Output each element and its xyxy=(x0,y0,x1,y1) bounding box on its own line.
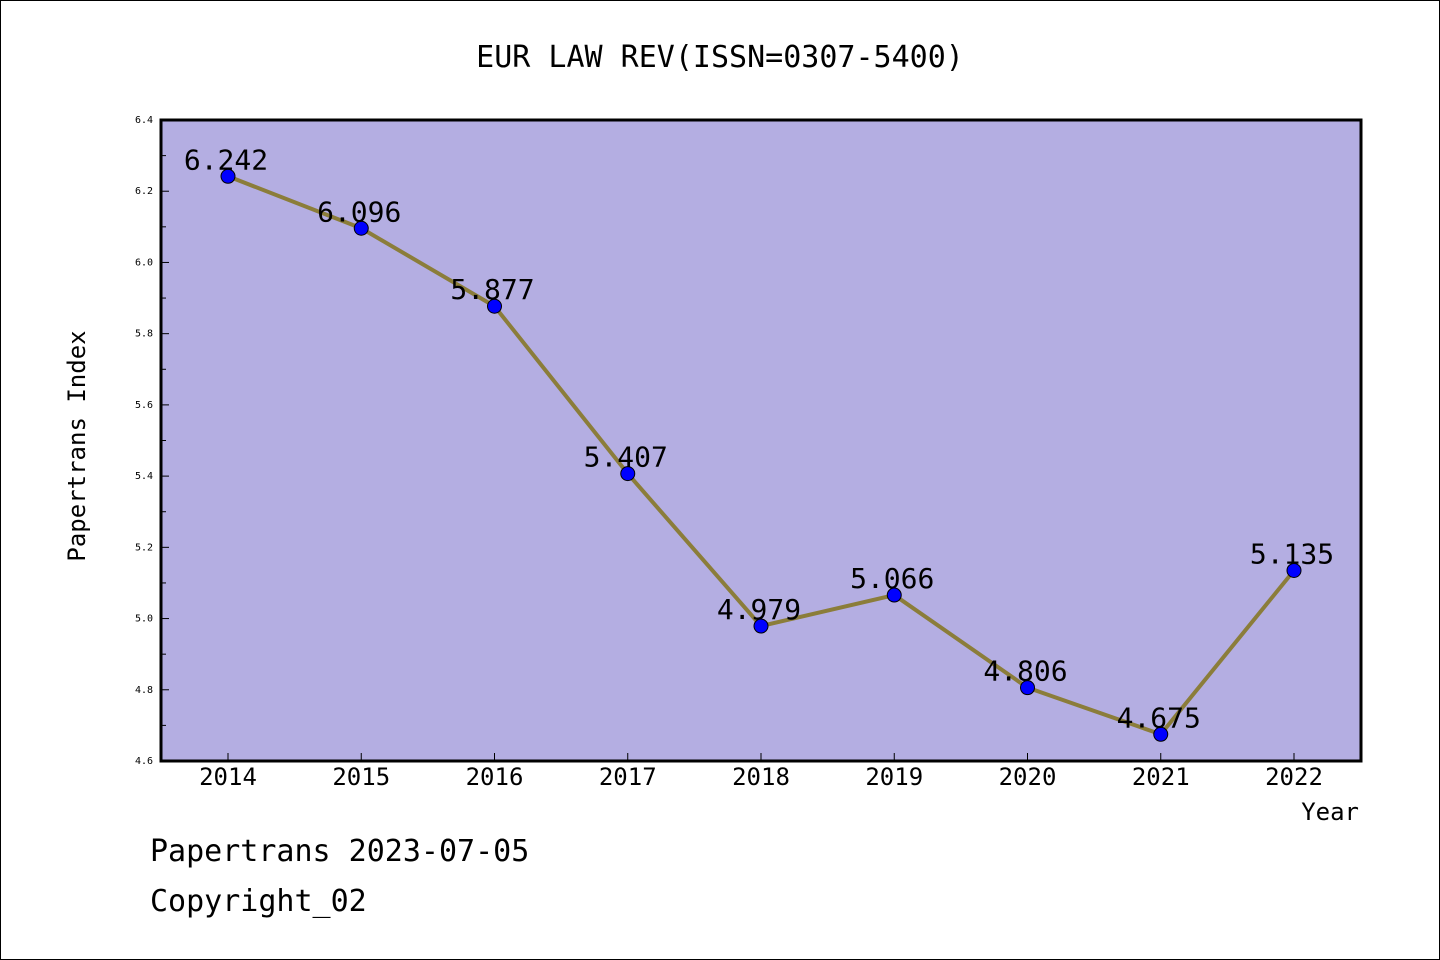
data-label: 5.135 xyxy=(1250,537,1334,570)
data-point xyxy=(620,466,636,482)
chart-title: EUR LAW REV(ISSN=0307-5400) xyxy=(476,40,964,75)
y-tick-label: 6.2 xyxy=(135,186,153,197)
x-tick-label: 2022 xyxy=(1265,763,1323,791)
data-label: 6.242 xyxy=(184,143,268,176)
footer-copyright: Copyright_02 xyxy=(150,884,367,919)
y-axis-label: Papertrans Index xyxy=(63,330,91,561)
x-tick-label: 2020 xyxy=(999,763,1057,791)
y-tick-label: 4.6 xyxy=(135,756,153,767)
x-tick-label: 2017 xyxy=(599,763,657,791)
y-tick-label: 4.8 xyxy=(135,685,153,696)
data-label: 6.096 xyxy=(317,195,401,228)
x-tick-label: 2018 xyxy=(732,763,790,791)
x-tick-label: 2021 xyxy=(1132,763,1190,791)
data-point xyxy=(220,168,236,184)
data-label: 4.979 xyxy=(717,593,801,626)
data-label: 5.066 xyxy=(850,562,934,595)
y-axis: 4.6 4.8 5.0 5.2 5.4 5.6 5.8 6.0 6.2 6.4 xyxy=(135,115,169,767)
y-tick-label: 5.0 xyxy=(135,614,153,625)
footer-date: Papertrans 2023-07-05 xyxy=(150,834,530,869)
x-axis-label: Year xyxy=(1301,798,1359,826)
y-tick-label: 5.4 xyxy=(135,471,153,482)
data-label: 5.407 xyxy=(584,441,668,474)
y-tick-label: 5.2 xyxy=(135,542,153,553)
data-point xyxy=(753,618,769,634)
data-label: 5.877 xyxy=(450,273,534,306)
data-point xyxy=(487,298,502,314)
data-point xyxy=(353,220,369,236)
data-labels: 6.242 6.096 5.877 5.407 4.979 5.066 4.806 4.675… xyxy=(184,143,1334,734)
y-tick-label: 5.6 xyxy=(135,400,153,411)
data-point xyxy=(1020,680,1035,696)
data-label: 4.675 xyxy=(1117,701,1201,734)
y-tick-label: 6.4 xyxy=(135,115,153,126)
y-tick-label: 6.0 xyxy=(135,257,153,268)
data-point xyxy=(1286,562,1302,578)
data-point xyxy=(886,587,902,603)
x-tick-label: 2014 xyxy=(199,763,257,791)
data-label: 4.806 xyxy=(983,655,1067,688)
x-tick-label: 2019 xyxy=(865,763,923,791)
y-tick-label: 5.8 xyxy=(135,329,153,340)
x-axis: 2014 2015 2016 2017 2018 2019 2020 2021 2022 xyxy=(199,753,1323,791)
x-tick-label: 2016 xyxy=(466,763,524,791)
data-point xyxy=(1153,726,1169,742)
x-tick-label: 2015 xyxy=(332,763,390,791)
series-markers xyxy=(220,168,1302,742)
